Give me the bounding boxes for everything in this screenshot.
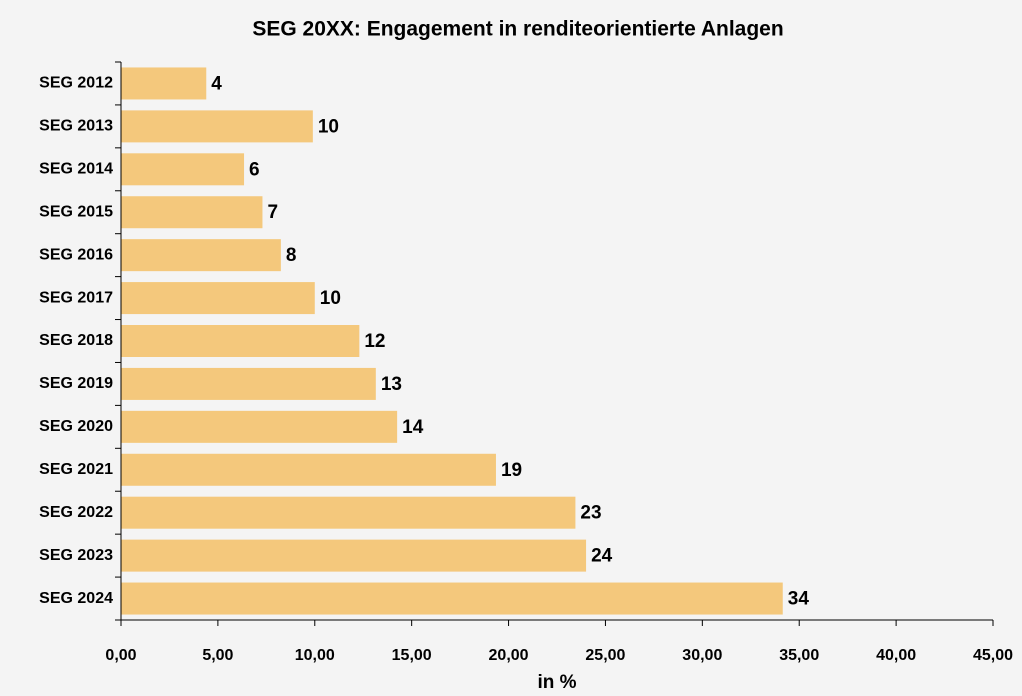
y-tick-label: SEG 2024 bbox=[39, 590, 113, 607]
x-tick-label: 5,00 bbox=[202, 647, 233, 664]
data-label: 24 bbox=[591, 546, 613, 567]
data-label: 14 bbox=[402, 417, 424, 438]
data-label: 10 bbox=[320, 288, 341, 309]
chart-title: SEG 20XX: Engagement in renditeorientier… bbox=[252, 18, 783, 41]
y-tick-label: SEG 2017 bbox=[39, 289, 113, 306]
data-label: 10 bbox=[318, 116, 339, 137]
bar bbox=[121, 153, 245, 186]
data-label: 6 bbox=[249, 159, 260, 180]
bar bbox=[121, 539, 587, 572]
data-label: 12 bbox=[364, 331, 385, 352]
bar bbox=[121, 410, 398, 443]
x-tick-label: 20,00 bbox=[489, 647, 529, 664]
data-label: 8 bbox=[286, 245, 297, 266]
bar bbox=[121, 496, 576, 529]
bar bbox=[121, 67, 207, 100]
y-tick-label: SEG 2018 bbox=[39, 332, 113, 349]
y-tick-label: SEG 2012 bbox=[39, 75, 113, 92]
bar bbox=[121, 282, 315, 315]
data-label: 23 bbox=[580, 503, 601, 524]
bar bbox=[121, 367, 376, 400]
bar bbox=[121, 582, 783, 615]
y-tick-label: SEG 2016 bbox=[39, 246, 113, 263]
x-tick-label: 30,00 bbox=[682, 647, 722, 664]
y-tick-label: SEG 2015 bbox=[39, 203, 113, 220]
data-label: 34 bbox=[788, 589, 810, 610]
x-tick-label: 35,00 bbox=[779, 647, 819, 664]
x-tick-label: 45,00 bbox=[973, 647, 1013, 664]
bar bbox=[121, 239, 281, 272]
data-label: 4 bbox=[211, 73, 222, 94]
y-tick-label: SEG 2014 bbox=[39, 161, 113, 178]
x-tick-label: 0,00 bbox=[105, 647, 136, 664]
y-tick-label: SEG 2023 bbox=[39, 547, 113, 564]
bar bbox=[121, 110, 313, 143]
data-label: 7 bbox=[267, 202, 278, 223]
data-label: 19 bbox=[501, 460, 522, 481]
y-tick-label: SEG 2019 bbox=[39, 375, 113, 392]
bar bbox=[121, 325, 360, 357]
x-tick-label: 40,00 bbox=[876, 647, 916, 664]
x-tick-label: 15,00 bbox=[392, 647, 432, 664]
y-tick-label: SEG 2013 bbox=[39, 118, 113, 135]
y-tick-label: SEG 2022 bbox=[39, 504, 113, 521]
bar bbox=[121, 453, 496, 486]
data-label: 13 bbox=[381, 374, 402, 395]
x-axis-title: in % bbox=[537, 672, 576, 693]
y-tick-label: SEG 2020 bbox=[39, 418, 113, 435]
bar bbox=[121, 196, 263, 229]
y-tick-label: SEG 2021 bbox=[39, 461, 113, 478]
x-tick-label: 10,00 bbox=[295, 647, 335, 664]
x-tick-label: 25,00 bbox=[585, 647, 625, 664]
